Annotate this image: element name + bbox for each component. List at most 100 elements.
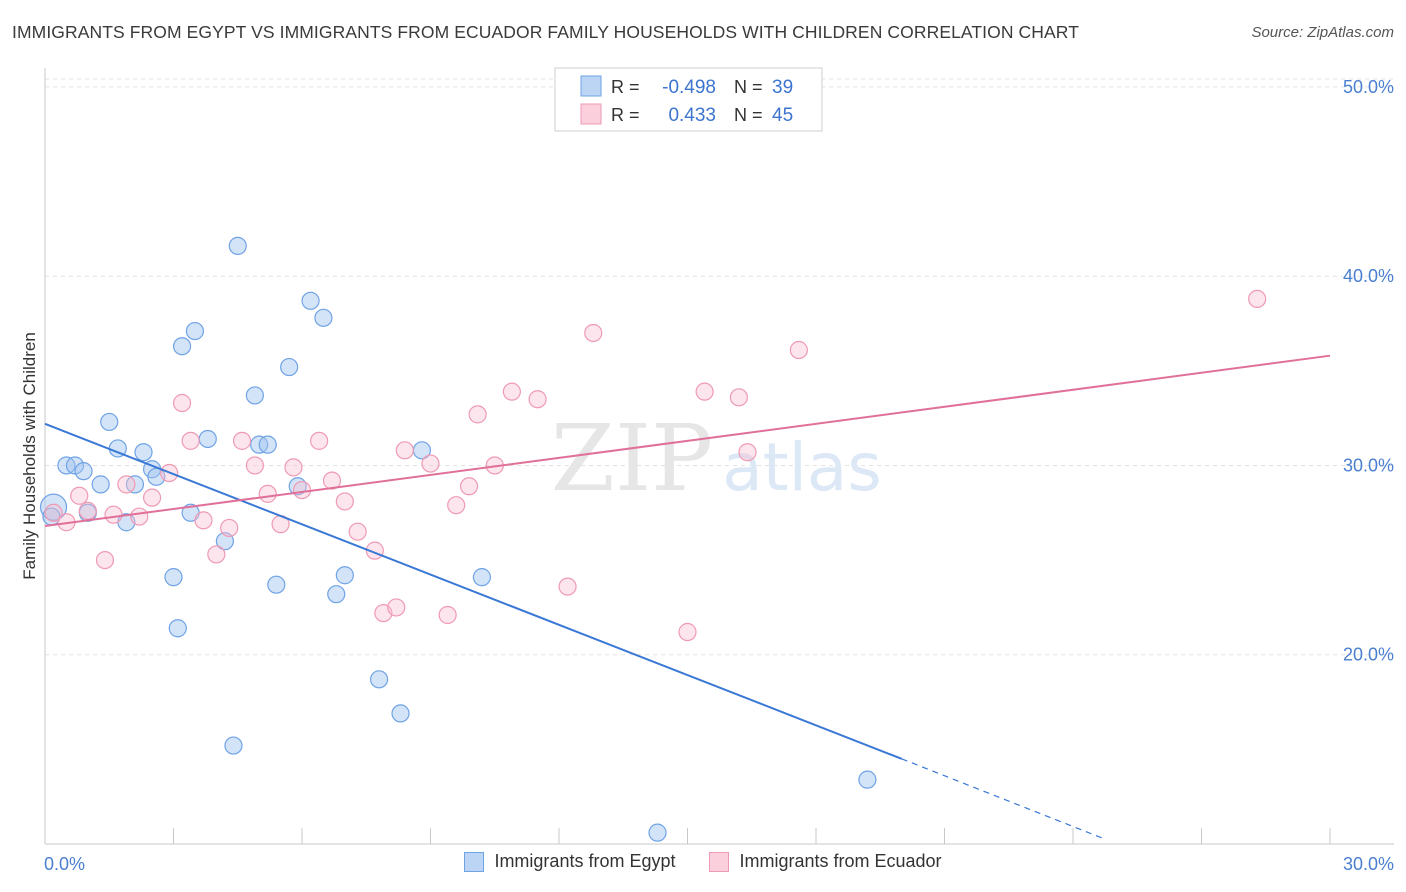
trend-line-egypt-extension — [901, 758, 1104, 839]
watermark-zip: ZIP — [551, 405, 713, 512]
data-point-egypt — [74, 462, 93, 481]
data-point-ecuador — [729, 388, 749, 407]
data-point-ecuador — [207, 545, 226, 564]
data-point-ecuador — [348, 522, 367, 541]
data-point-ecuador — [558, 577, 577, 596]
series-swatch-ecuador — [709, 851, 730, 872]
chart-title: IMMIGRANTS FROM EGYPT VS IMMIGRANTS FROM… — [12, 22, 1080, 42]
data-point-ecuador — [172, 393, 192, 413]
data-point-ecuador — [1248, 289, 1267, 309]
y-tick-label: 20.0% — [1343, 645, 1394, 665]
x-tick-labels: 0.0% 30.0% — [44, 854, 1394, 874]
data-point-egypt — [172, 337, 192, 356]
data-point-ecuador — [78, 501, 97, 520]
data-point-ecuador — [245, 456, 264, 475]
data-point-egypt — [391, 704, 410, 723]
data-point-ecuador — [447, 496, 466, 515]
data-point-ecuador — [130, 507, 149, 526]
data-point-egypt — [100, 412, 119, 432]
data-point-ecuador — [220, 518, 239, 538]
series-label-egypt: Immigrants from Egypt — [494, 851, 676, 871]
data-point-ecuador — [395, 441, 414, 460]
legend-r-value-ecuador: 0.433 — [668, 105, 716, 126]
series-legend-ecuador: Immigrants from Ecuador — [709, 851, 942, 872]
y-axis-label: Family Households with Children — [20, 332, 39, 580]
data-point-egypt — [185, 321, 205, 341]
watermark: ZIP atlas — [551, 405, 882, 512]
data-point-ecuador — [695, 382, 714, 401]
data-point-ecuador — [678, 622, 697, 642]
data-point-ecuador — [310, 431, 329, 450]
legend-n-value-ecuador: 45 — [772, 105, 793, 126]
data-point-ecuador — [104, 505, 123, 524]
series-swatch-egypt — [464, 851, 485, 872]
trend-lines — [44, 354, 1331, 839]
data-point-egypt — [168, 619, 187, 638]
watermark-atlas: atlas — [722, 429, 882, 506]
data-point-egypt — [648, 823, 667, 842]
data-point-egypt — [228, 236, 247, 256]
data-point-egypt — [327, 585, 346, 604]
data-point-ecuador — [284, 458, 303, 477]
data-point-ecuador — [142, 488, 162, 507]
data-point-egypt — [335, 566, 354, 585]
legend-r-label-ecuador: R = — [611, 105, 640, 125]
y-tick-label: 30.0% — [1343, 455, 1394, 475]
gridlines — [45, 78, 1394, 656]
data-point-egypt — [134, 443, 153, 462]
legend-swatch-egypt — [580, 75, 602, 97]
data-point-ecuador — [292, 480, 312, 500]
data-point-egypt — [301, 291, 320, 310]
trend-line-egypt — [44, 422, 903, 760]
data-point-ecuador — [335, 492, 354, 511]
data-point-ecuador — [584, 323, 603, 343]
data-point-ecuador — [194, 511, 213, 530]
data-point-ecuador — [387, 598, 406, 617]
data-points — [39, 236, 1267, 842]
axes — [44, 68, 1394, 845]
data-point-egypt — [164, 568, 183, 587]
data-point-egypt — [224, 736, 243, 755]
data-point-egypt — [370, 670, 389, 689]
legend-n-value-egypt: 39 — [772, 77, 793, 98]
data-point-egypt — [267, 575, 286, 594]
data-point-egypt — [258, 435, 277, 454]
legend-n-label-ecuador: N = — [734, 105, 763, 125]
data-point-ecuador — [181, 431, 200, 450]
data-point-ecuador — [117, 475, 136, 494]
series-legend-egypt: Immigrants from Egypt — [464, 851, 675, 872]
source-label: Source: ZipAtlas.com — [1251, 24, 1394, 41]
data-point-ecuador — [502, 382, 521, 401]
legend-r-label-egypt: R = — [611, 77, 640, 97]
data-point-egypt — [245, 386, 264, 405]
data-point-ecuador — [70, 486, 89, 505]
y-tick-label: 50.0% — [1343, 77, 1394, 97]
data-point-ecuador — [459, 477, 479, 496]
data-point-ecuador — [95, 550, 115, 570]
data-point-egypt — [39, 493, 68, 521]
data-point-egypt — [472, 568, 491, 587]
legend-swatch-ecuador — [580, 103, 602, 125]
legend-n-label-egypt: N = — [734, 77, 763, 97]
legend-r-value-egypt: -0.498 — [662, 77, 716, 98]
series-label-ecuador: Immigrants from Ecuador — [739, 851, 942, 871]
data-point-egypt — [91, 475, 110, 494]
y-tick-labels: 20.0% 30.0% 40.0% 50.0% — [1343, 77, 1394, 665]
data-point-ecuador — [44, 503, 63, 522]
data-point-egypt — [280, 357, 299, 377]
data-point-ecuador — [789, 340, 808, 360]
correlation-legend: R = -0.498 N = 39 R = 0.433 N = 45 — [554, 67, 823, 132]
data-point-ecuador — [322, 471, 342, 490]
y-tick-label: 40.0% — [1343, 266, 1394, 286]
data-point-ecuador — [421, 454, 440, 473]
data-point-ecuador — [528, 390, 547, 409]
data-point-ecuador — [438, 605, 457, 625]
series-legend: Immigrants from Egypt Immigrants from Ec… — [0, 851, 1406, 872]
data-point-egypt — [198, 429, 217, 449]
trend-line-ecuador — [44, 354, 1331, 528]
data-point-ecuador — [468, 405, 487, 424]
data-point-egypt — [858, 770, 877, 789]
data-point-ecuador — [232, 431, 252, 450]
x-tick-label: 0.0% — [44, 854, 85, 874]
